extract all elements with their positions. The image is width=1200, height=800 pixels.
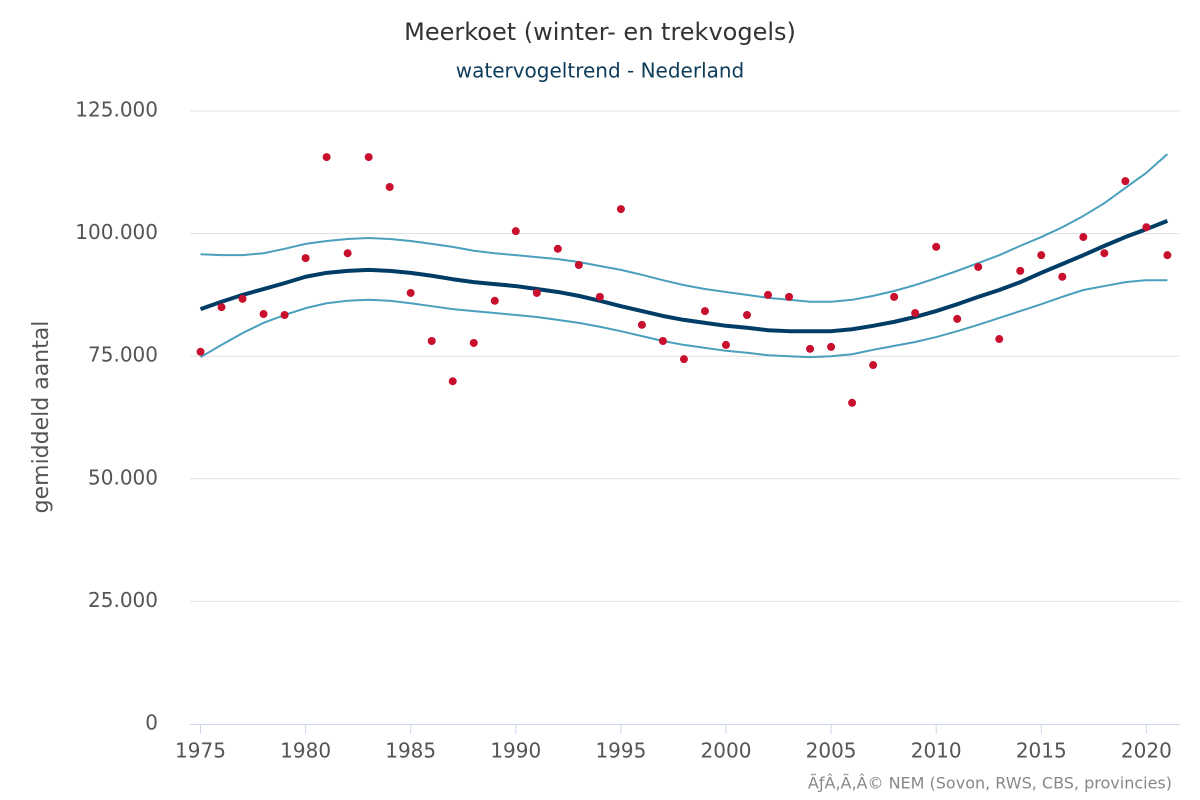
trend-line xyxy=(200,153,1169,303)
x-tick-label: 1980 xyxy=(280,739,331,763)
data-point xyxy=(448,377,457,386)
data-point xyxy=(616,205,625,214)
data-point xyxy=(1121,177,1130,186)
x-tick-label: 1975 xyxy=(175,739,226,763)
trend-line xyxy=(200,279,1168,359)
data-point xyxy=(280,311,289,320)
data-point xyxy=(385,183,394,192)
data-point xyxy=(1016,266,1025,275)
x-tick-label: 1990 xyxy=(490,739,541,763)
data-point xyxy=(764,290,773,299)
data-point xyxy=(511,227,520,236)
data-point xyxy=(932,242,941,251)
data-point xyxy=(1058,272,1067,281)
data-point xyxy=(238,294,247,303)
x-tick-label: 2010 xyxy=(911,739,962,763)
data-point xyxy=(637,320,646,329)
y-tick-label: 25.000 xyxy=(88,588,158,612)
data-point xyxy=(469,338,478,347)
data-point xyxy=(1100,249,1109,258)
y-tick-label: 50.000 xyxy=(88,465,158,489)
data-point xyxy=(532,288,541,297)
data-point xyxy=(785,292,794,301)
y-axis-label: gemiddeld aantal xyxy=(29,321,54,514)
x-tick-label: 1995 xyxy=(595,739,646,763)
data-point xyxy=(995,335,1004,344)
x-tick-label: 1985 xyxy=(385,739,436,763)
chart-subtitle: watervogeltrend - Nederland xyxy=(456,59,745,83)
y-tick-label: 0 xyxy=(145,711,158,735)
data-point xyxy=(743,311,752,320)
x-tick-label: 2020 xyxy=(1121,739,1172,763)
data-point xyxy=(869,361,878,370)
data-point xyxy=(658,336,667,345)
data-point xyxy=(1037,251,1046,260)
data-point xyxy=(595,292,604,301)
y-tick-label: 75.000 xyxy=(88,343,158,367)
data-point xyxy=(343,249,352,258)
data-point xyxy=(953,314,962,323)
x-tick-label: 2005 xyxy=(806,739,857,763)
data-point xyxy=(700,307,709,316)
data-point xyxy=(553,244,562,253)
data-point xyxy=(1163,251,1172,260)
data-point xyxy=(1142,223,1151,232)
data-point xyxy=(196,347,205,356)
data-point xyxy=(848,398,857,407)
x-tick-label: 2015 xyxy=(1016,739,1067,763)
data-point xyxy=(1079,233,1088,242)
data-point xyxy=(217,303,226,312)
data-point xyxy=(259,310,268,319)
data-point xyxy=(322,153,331,162)
data-point xyxy=(406,288,415,297)
x-tick-label: 2000 xyxy=(701,739,752,763)
data-point xyxy=(427,336,436,345)
data-point xyxy=(574,260,583,269)
y-tick-label: 100.000 xyxy=(75,220,158,244)
data-point xyxy=(679,355,688,364)
data-point xyxy=(721,340,730,349)
trend-line xyxy=(199,218,1169,334)
data-point xyxy=(301,254,310,263)
data-point xyxy=(806,344,815,353)
y-tick-label: 125.000 xyxy=(75,98,158,122)
data-point xyxy=(364,153,373,162)
data-point xyxy=(890,292,899,301)
data-point xyxy=(490,296,499,305)
data-point xyxy=(911,309,920,318)
data-point xyxy=(974,262,983,271)
data-point xyxy=(827,342,836,351)
chart-title: Meerkoet (winter- en trekvogels) xyxy=(404,18,796,46)
credit: ÃƒÂ‚Ã‚Â© NEM (Sovon, RWS, CBS, provincie… xyxy=(808,774,1172,793)
